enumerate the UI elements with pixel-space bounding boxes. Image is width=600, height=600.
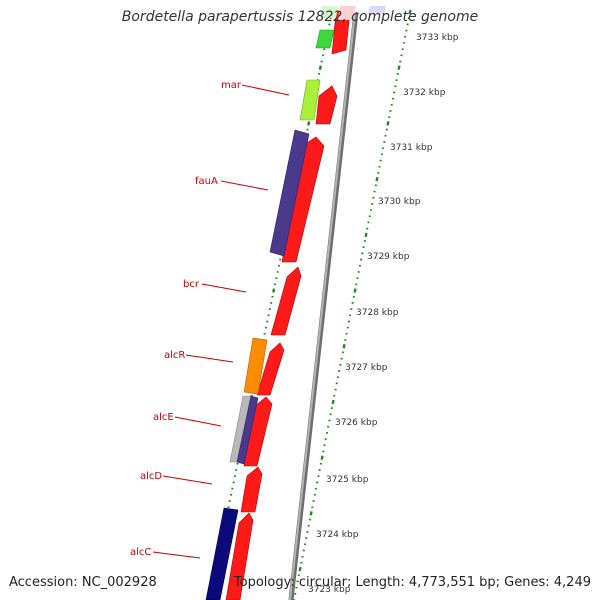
gene-purple-fauA xyxy=(269,129,310,257)
gene-label-alcE: alcE xyxy=(153,412,174,423)
gene-green xyxy=(315,29,335,49)
accession-text: Accession: NC_002928 xyxy=(9,575,157,590)
gene-label-leader xyxy=(241,84,290,96)
gene-navy-alcC xyxy=(205,507,239,600)
gene-lime xyxy=(299,79,321,121)
gene-label-leader xyxy=(162,475,213,485)
forward-gene-arrow xyxy=(270,266,302,336)
kbp-label: 3723 kbp xyxy=(308,585,351,595)
gene-label-leader xyxy=(185,354,234,363)
genome-backbone-highlight xyxy=(289,11,356,600)
outer-tick-line-tick xyxy=(298,566,302,572)
gene-label-fauA: fauA xyxy=(195,176,218,187)
kbp-label: 3725 kbp xyxy=(326,475,369,485)
gene-label-leader xyxy=(220,180,269,191)
forward-gene-arrow xyxy=(225,512,254,600)
faded-gene-blue xyxy=(368,6,386,14)
inner-tick-line-tick xyxy=(318,65,322,70)
inner-tick-line-tick xyxy=(307,121,311,126)
kbp-label: 3724 kbp xyxy=(316,530,359,540)
gene-label-leader xyxy=(152,551,201,559)
kbp-label: 3733 kbp xyxy=(416,33,459,43)
outer-tick-line-tick xyxy=(397,65,401,70)
gene-labels: mar fauA bcr alcR alcE alcD alcC xyxy=(130,80,290,559)
outer-tick-line-tick xyxy=(320,455,324,460)
outer-tick-line-tick xyxy=(353,288,357,293)
outer-tick-line-tick xyxy=(386,121,390,126)
gene-label-leader xyxy=(174,416,222,427)
forward-gene-arrow xyxy=(240,466,263,513)
kbp-label: 3729 kbp xyxy=(367,252,410,262)
gene-purple-alcE xyxy=(236,395,259,465)
kbp-label: 3728 kbp xyxy=(356,308,399,318)
kbp-label: 3730 kbp xyxy=(378,197,421,207)
faded-gene-green xyxy=(320,6,338,18)
gene-label-mar: mar xyxy=(221,80,242,91)
kbp-label: 3732 kbp xyxy=(403,88,446,98)
outer-tick-line-tick xyxy=(375,176,379,182)
kbp-label: 3727 kbp xyxy=(345,363,388,373)
gene-label-leader xyxy=(201,283,247,293)
topology-summary: Topology: circular; Length: 4,773,551 bp… xyxy=(233,575,591,590)
gene-label-alcC: alcC xyxy=(130,547,151,558)
kbp-label: 3726 kbp xyxy=(335,418,378,428)
outer-tick-line-tick xyxy=(364,232,368,238)
faded-gene-red xyxy=(338,6,356,20)
map-title: Bordetella parapertussis 12822, complete… xyxy=(121,9,479,25)
gene-orange-alcR xyxy=(243,337,268,395)
gene-features xyxy=(205,6,386,600)
outer-tick-line-tick xyxy=(342,344,346,349)
gene-label-bcr: bcr xyxy=(183,279,200,290)
outer-tick-line-tick xyxy=(408,9,412,15)
gene-label-alcR: alcR xyxy=(164,350,185,361)
gene-label-alcD: alcD xyxy=(140,471,162,482)
forward-gene-arrow xyxy=(315,85,338,125)
outer-tick-line-tick xyxy=(309,511,313,516)
inner-tick-line-tick xyxy=(272,288,276,293)
kbp-scale: 3733 kbp 3732 kbp 3731 kbp 3730 kbp 3729 kbp… xyxy=(308,33,459,595)
kbp-label: 3731 kbp xyxy=(390,143,433,153)
outer-tick-line-tick xyxy=(331,399,335,405)
